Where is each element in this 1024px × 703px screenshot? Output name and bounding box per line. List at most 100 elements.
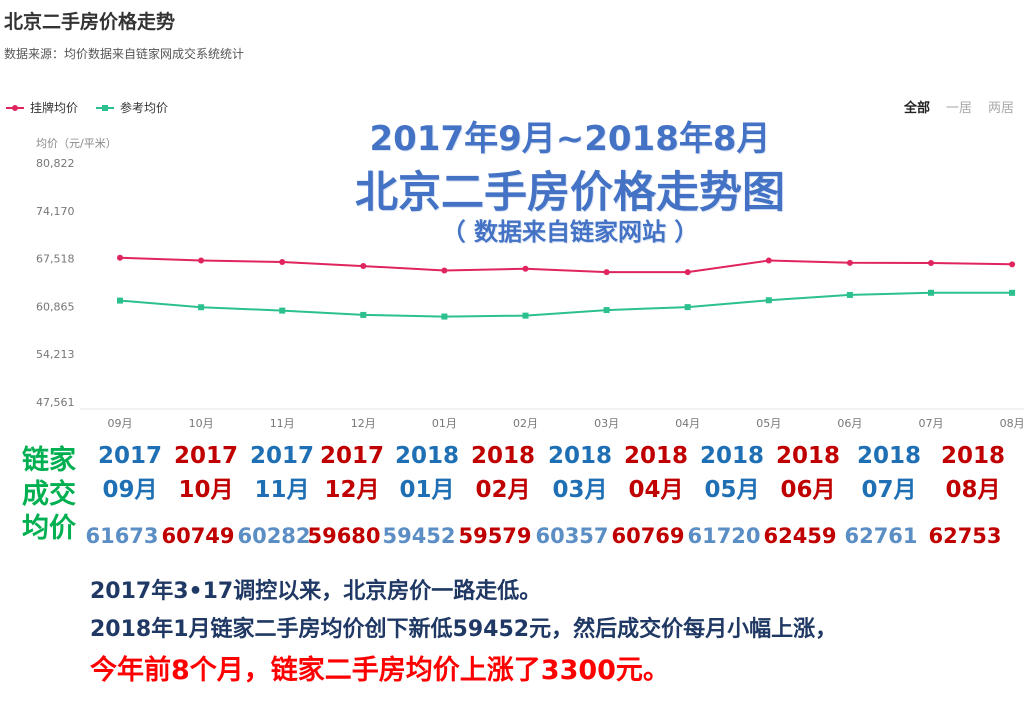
x-tick-label: 02月 (513, 417, 538, 430)
x-tick-label: 08月 (1000, 417, 1024, 430)
x-tick-label: 03月 (594, 417, 619, 430)
y-tick-label: 47,561 (36, 396, 75, 409)
table-price-value: 62761 (844, 524, 918, 548)
table-month-label: 02月 (475, 477, 531, 503)
table-month-label: 10月 (178, 477, 234, 503)
data-point-reference (765, 297, 772, 304)
table-price-value: 60357 (535, 524, 609, 548)
x-tick-label: 01月 (432, 417, 457, 430)
data-point-reference (603, 307, 610, 314)
table-month-label: 12月 (324, 477, 380, 503)
legend-item-reference[interactable]: 参考均价 (96, 99, 168, 116)
price-trend-chart: 80,822 74,170 67,518 60,865 54,213 47,561 09月 1… (36, 157, 1024, 430)
tab-one-bedroom[interactable]: 一居 (945, 101, 972, 116)
data-point-listing (1009, 261, 1016, 268)
tab-two-bedroom[interactable]: 两居 (987, 101, 1014, 116)
data-point-listing (765, 257, 772, 264)
data-point-reference (441, 313, 448, 320)
data-point-listing (522, 265, 529, 272)
table-year-label: 2018 (547, 443, 612, 469)
x-tick-label: 04月 (675, 417, 700, 430)
data-point-listing (684, 269, 691, 276)
data-point-reference (279, 307, 286, 314)
data-point-listing (846, 259, 853, 266)
table-month-label: 01月 (399, 477, 455, 503)
table-price-value: 61673 (85, 524, 159, 548)
y-tick-label: 74,170 (36, 205, 75, 218)
x-tick-label: 09月 (108, 417, 133, 430)
table-year-label: 2018 (856, 443, 921, 469)
y-tick-label: 60,865 (36, 300, 75, 313)
table-month-label: 08月 (945, 477, 1001, 503)
x-tick-label: 06月 (837, 417, 862, 430)
x-tick-label: 11月 (270, 417, 295, 430)
table-year-label: 2017 (97, 443, 162, 469)
data-point-reference (117, 297, 123, 304)
data-point-listing (360, 263, 367, 270)
legend-label-reference: 参考均价 (120, 101, 169, 115)
y-tick-label: 54,213 (36, 348, 75, 361)
data-point-listing (603, 269, 610, 276)
series-line-reference (119, 291, 1013, 318)
y-tick-label: 80,822 (36, 157, 75, 170)
table-month-label: 06月 (780, 477, 836, 503)
table-year-label: 2018 (775, 443, 840, 469)
data-point-listing (198, 257, 205, 264)
table-price-value: 59680 (307, 524, 381, 548)
table-year-label: 2017 (173, 443, 238, 469)
data-point-reference (360, 311, 367, 318)
overlay-date-range: 2017年9月~2018年8月 (369, 119, 771, 159)
table-price-value: 62459 (763, 524, 837, 548)
table-price-value: 60749 (161, 524, 235, 548)
data-point-listing (117, 254, 123, 261)
table-price-value: 59452 (382, 524, 456, 548)
legend-item-listing[interactable]: 挂牌均价 (6, 99, 78, 116)
overlay-chart-title: 北京二手房价格走势图 (355, 168, 785, 218)
tab-all[interactable]: 全部 (903, 101, 930, 116)
legend-label-listing: 挂牌均价 (30, 101, 79, 115)
lianjia-avg-label: 链家 成交 均价 (22, 444, 76, 546)
chart-legend: 挂牌均价 参考均价 (6, 99, 168, 116)
y-tick-label: 67,518 (36, 253, 75, 266)
overlay-source-note: （ 数据来自链家网站 ） (441, 218, 699, 246)
table-year-label: 2018 (470, 443, 535, 469)
data-point-listing (441, 267, 448, 274)
summary-line-2: 2018年1月链家二手房均价创下新低59452元，然后成交价每月小幅上涨， (90, 617, 838, 642)
table-month-label: 09月 (102, 477, 158, 503)
data-point-reference (1009, 289, 1016, 296)
table-year-label: 2017 (319, 443, 384, 469)
data-point-listing (928, 260, 934, 267)
table-year-label: 2018 (940, 443, 1005, 469)
table-year-label: 2018 (699, 443, 764, 469)
summary-line-1: 2017年3•17调控以来，北京房价一路走低。 (90, 579, 542, 604)
x-tick-label: 07月 (919, 417, 944, 430)
lianjia-avg-label-line: 链家 (22, 445, 76, 476)
table-year-label: 2018 (623, 443, 688, 469)
data-point-reference (522, 312, 529, 319)
data-point-listing (279, 258, 286, 265)
table-month-label: 11月 (254, 477, 310, 503)
room-type-tabs: 全部 一居 两居 (904, 97, 1014, 116)
x-tick-label: 10月 (189, 417, 214, 430)
series-line-listing (119, 256, 1013, 274)
table-price-value: 59579 (458, 524, 532, 548)
table-month-label: 05月 (704, 477, 760, 503)
table-price-value: 60769 (611, 524, 685, 548)
table-year-label: 2018 (394, 443, 459, 469)
table-month-label: 07月 (861, 477, 917, 503)
page-title: 北京二手房价格走势 (4, 11, 176, 33)
table-price-value: 60282 (237, 524, 311, 548)
table-year-label: 2017 (249, 443, 314, 469)
data-point-reference (198, 304, 205, 311)
table-month-label: 04月 (628, 477, 684, 503)
legend-swatch-listing (6, 103, 24, 113)
legend-swatch-reference (96, 103, 115, 113)
data-point-reference (684, 304, 691, 311)
lianjia-avg-label-line: 成交 (22, 479, 76, 510)
table-price-value: 61720 (687, 524, 761, 548)
x-tick-label: 05月 (756, 417, 781, 430)
x-tick-label: 12月 (351, 417, 376, 430)
y-axis-label: 均价（元/平米） (36, 137, 117, 150)
table-month-label: 03月 (552, 477, 608, 503)
table-price-value: 62753 (928, 524, 1002, 548)
